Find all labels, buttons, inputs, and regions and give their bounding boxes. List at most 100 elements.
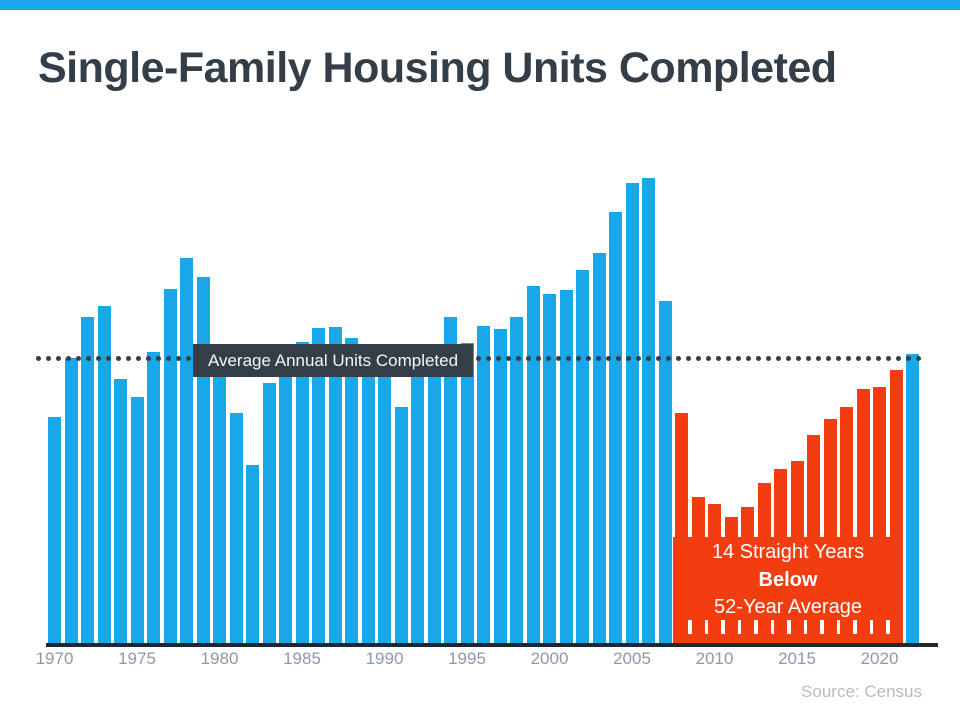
panel-gap-tick — [754, 620, 758, 634]
average-line-dot — [666, 355, 672, 362]
average-line-dot — [906, 355, 912, 362]
average-line-dot — [506, 355, 512, 362]
bar-1978 — [180, 258, 193, 643]
average-line-label: Average Annual Units Completed — [207, 350, 459, 370]
bar-1998 — [510, 316, 523, 643]
average-line-dot — [86, 355, 92, 362]
average-line-dot — [756, 355, 762, 362]
panel-gap-tick — [737, 620, 741, 634]
average-line-dot — [476, 355, 482, 362]
bar-1974 — [114, 378, 127, 643]
x-axis-label-2020: 2020 — [860, 649, 899, 668]
average-line-dot — [856, 355, 862, 362]
x-axis-label-1985: 1985 — [283, 649, 321, 668]
bar-2006 — [642, 177, 655, 643]
bar-1976 — [147, 352, 160, 643]
average-line-dot — [96, 355, 102, 362]
average-line-dot — [676, 355, 682, 362]
bar-2022 — [906, 353, 919, 643]
x-axis-line — [46, 643, 938, 647]
average-line-dot — [866, 355, 872, 362]
bar-1990 — [378, 371, 391, 643]
x-axis-label-2005: 2005 — [613, 649, 651, 668]
average-line-dot — [156, 355, 162, 362]
bar-1996 — [477, 325, 490, 643]
average-line-dot — [896, 355, 902, 362]
average-line-dot — [526, 355, 532, 362]
source-note: Source: Census — [801, 682, 922, 701]
average-line-dot — [126, 355, 132, 362]
panel-gap-tick — [688, 620, 692, 634]
average-line-dot — [786, 355, 792, 362]
panel-gap-tick — [704, 620, 708, 634]
panel-gap-tick — [721, 620, 725, 634]
average-line-dot — [766, 355, 772, 362]
average-line-dot — [116, 355, 122, 362]
panel-gap-tick — [869, 620, 873, 634]
annotation-line-1: 14 Straight Years — [711, 541, 865, 563]
panel-gap-tick — [787, 620, 791, 634]
bar-1979 — [196, 277, 210, 643]
average-line-dot — [166, 355, 172, 362]
average-line-dot — [656, 355, 662, 362]
average-line-dot — [576, 355, 582, 362]
average-line-dot — [556, 355, 562, 362]
average-line-dot — [606, 355, 612, 362]
panel-gap-tick — [770, 620, 774, 634]
bar-1971 — [64, 357, 78, 643]
x-axis-label-1980: 1980 — [200, 649, 239, 668]
bar-1999 — [526, 285, 540, 643]
average-line-dot — [746, 355, 752, 362]
average-line-dot — [816, 355, 822, 362]
bar-2001 — [559, 289, 573, 643]
bar-1993 — [427, 350, 441, 643]
bar-1991 — [394, 407, 408, 643]
panel-gap-tick — [803, 620, 807, 634]
average-line-dot — [586, 355, 592, 362]
x-axis-label-1975: 1975 — [118, 649, 156, 668]
panel-gap-tick — [853, 620, 857, 634]
average-line-dot — [836, 355, 842, 362]
bar-1987 — [328, 327, 342, 643]
bar-1970 — [48, 417, 61, 643]
bar-2004 — [609, 212, 622, 643]
bar-1975 — [130, 396, 144, 643]
average-line-dot — [826, 355, 832, 362]
bar-1985 — [295, 341, 309, 643]
average-line-dot — [616, 355, 622, 362]
average-line-dot — [136, 355, 142, 362]
bar-1982 — [246, 465, 259, 643]
average-line-dot — [696, 355, 702, 362]
bar-1980 — [213, 373, 226, 643]
bar-1977 — [163, 289, 177, 643]
average-line-dot — [876, 355, 882, 362]
average-line-dot — [106, 355, 112, 362]
annotation-line-2: Below — [758, 568, 818, 591]
bar-1983 — [262, 383, 276, 643]
average-line-dot — [146, 355, 152, 362]
average-line-dot — [46, 355, 52, 362]
average-line-dot — [516, 355, 522, 362]
x-axis-label-2000: 2000 — [530, 649, 569, 668]
average-line-label-box: Average Annual Units Completed — [193, 344, 473, 377]
average-line-dot — [646, 355, 652, 362]
x-axis-label-1995: 1995 — [448, 649, 486, 668]
panel-gap-tick — [820, 620, 824, 634]
average-line-dot — [76, 355, 82, 362]
average-line-dot — [546, 355, 552, 362]
bar-2002 — [576, 270, 589, 643]
bar-1995 — [460, 343, 474, 643]
bar-2007 — [658, 300, 672, 643]
average-line-dot — [846, 355, 852, 362]
bar-2000 — [543, 293, 556, 643]
average-line-dot — [916, 355, 922, 362]
below-average-annotation-panel: 14 Straight Years Below 52-Year Average — [673, 537, 903, 643]
bar-1981 — [229, 412, 243, 643]
average-line-dot — [66, 355, 72, 362]
average-line-dot — [36, 355, 42, 362]
bar-1986 — [312, 328, 325, 643]
average-line-dot — [726, 355, 732, 362]
top-accent-strip — [0, 0, 960, 10]
bar-1984 — [279, 354, 292, 643]
